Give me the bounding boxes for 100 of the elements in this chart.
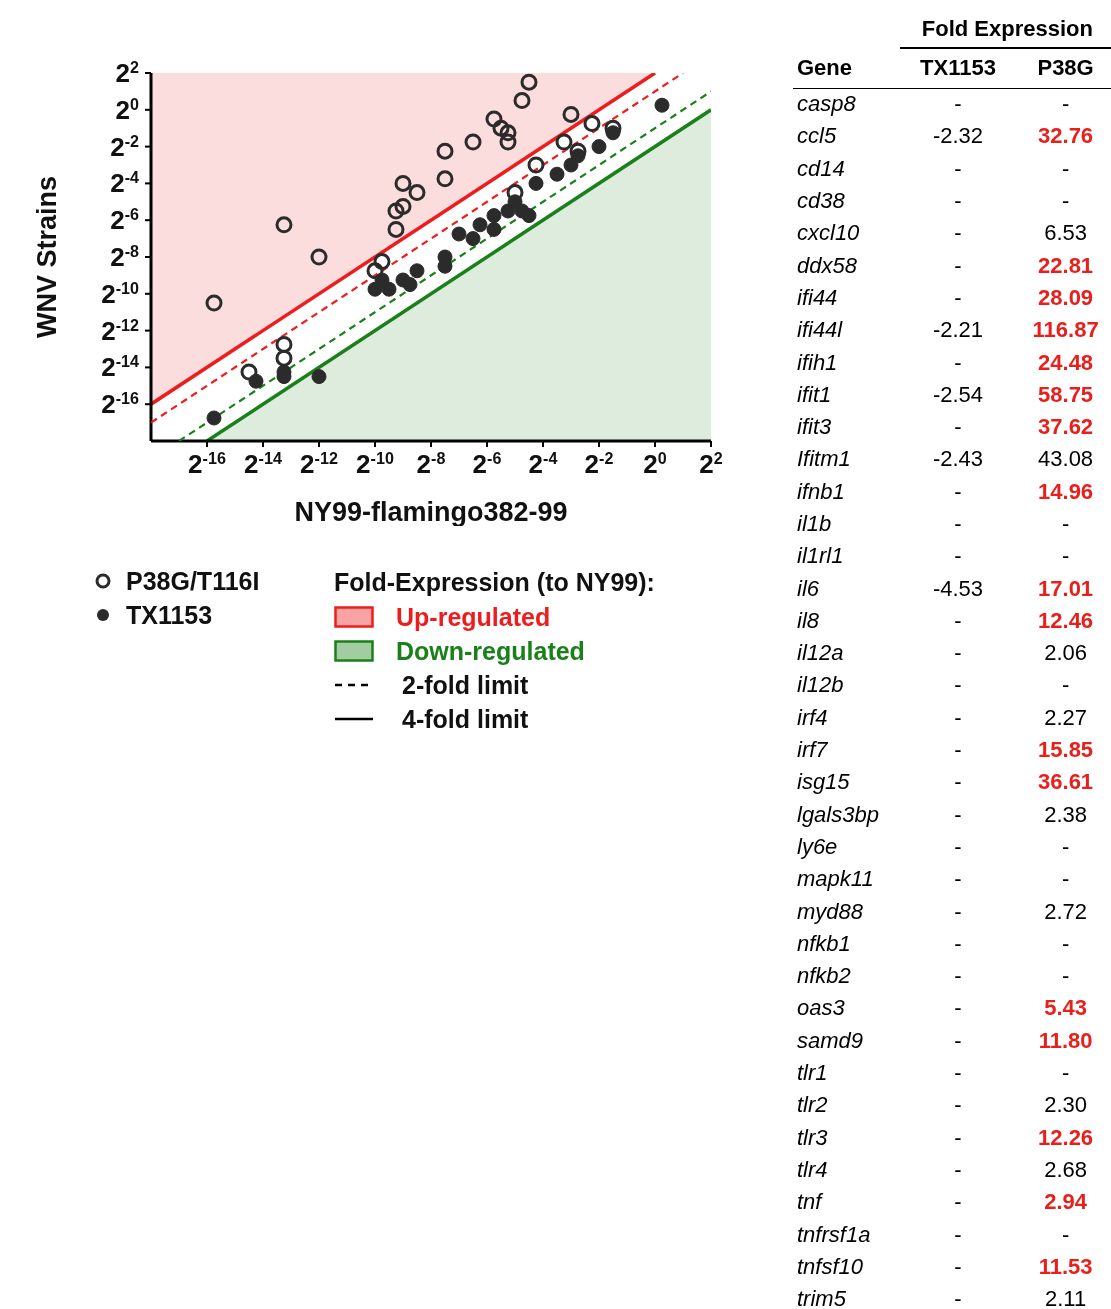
data-label: -2.32 (931, 122, 985, 151)
y-axis-title: WNV Strains (31, 175, 62, 339)
x-tick-label: 2$^{-8}$ (416, 449, 446, 479)
data-label: - (953, 736, 963, 765)
y-tick-label: 2$^{-12}$ (101, 315, 140, 346)
text: 4-fold limit (402, 704, 529, 734)
data-label: - (1060, 1220, 1071, 1249)
data-label: 116.87 (1031, 316, 1100, 345)
data-label: - (953, 832, 963, 861)
data-label: 6.53 (1043, 219, 1088, 248)
category-label: ifit3 (796, 413, 833, 442)
data-label: 2.06 (1043, 639, 1088, 668)
category-label: myd88 (796, 897, 865, 926)
category-label: cd38 (796, 187, 846, 216)
data-label: - (953, 800, 963, 829)
data-label: -2.54 (931, 380, 985, 409)
category-label: tlr3 (796, 1123, 829, 1152)
data-label: - (1060, 865, 1071, 894)
y-tick-label: 2$^{-6}$ (110, 205, 140, 236)
x-tick-label: 2$^{2}$ (699, 449, 723, 479)
data-label: - (953, 1091, 963, 1120)
category-label: Ifitm1 (796, 445, 852, 474)
data-label: 2.38 (1043, 800, 1088, 829)
data-label: - (953, 1188, 963, 1217)
data-label: - (953, 768, 963, 797)
x-tick-label: 2$^{0}$ (643, 449, 667, 479)
data-label: 2.27 (1043, 703, 1088, 732)
data-label: - (1060, 929, 1071, 958)
category-label: irf7 (796, 736, 829, 765)
data-label: 2.94 (1043, 1188, 1088, 1217)
category-label: il12a (796, 639, 845, 668)
x-axis-title: NY99-flamingo382-99 (294, 497, 568, 527)
y-tick-label: 2$^{-8}$ (110, 242, 140, 272)
data-label: 24.48 (1037, 348, 1095, 377)
x-tick-label: 2$^{-4}$ (528, 449, 558, 479)
category-label: cxcl10 (796, 219, 861, 248)
data-label: - (953, 1284, 963, 1309)
data-label: 28.09 (1037, 283, 1095, 312)
legend-label: P38G/T116I (126, 566, 260, 596)
category-label: ddx58 (796, 251, 858, 280)
data-label: - (953, 865, 963, 894)
data-label: -4.53 (931, 574, 985, 603)
category-label: il1rl1 (796, 542, 845, 571)
category-label: oas3 (796, 994, 846, 1023)
category-label: ifih1 (796, 348, 839, 377)
category-label: il1b (796, 510, 833, 538)
y-tick-label: 2$^{-4}$ (110, 168, 140, 199)
data-label: - (953, 154, 963, 183)
data-label: - (1060, 832, 1071, 861)
category-label: ifi44l (796, 316, 844, 345)
data-label: 17.01 (1037, 574, 1095, 603)
data-label: 43.08 (1037, 445, 1095, 474)
legend-title: Fold-Expression (to NY99): (334, 566, 655, 598)
data-label: - (953, 187, 963, 216)
data-label: 12.26 (1037, 1123, 1095, 1152)
y-tick-label: 2$^{-2}$ (110, 131, 140, 162)
category-label: il6 (796, 574, 820, 603)
data-label: - (1060, 962, 1071, 991)
category-label: il12b (796, 671, 845, 700)
data-label: - (953, 90, 963, 119)
data-label: - (953, 1252, 963, 1281)
data-label: - (953, 219, 963, 248)
data-label: - (953, 639, 963, 668)
data-label: - (953, 962, 963, 991)
legend-label: TX1153 (126, 600, 213, 630)
data-label: - (953, 477, 963, 506)
y-tick-label: 2$^{0}$ (115, 94, 140, 125)
data-label: -2.43 (931, 445, 985, 474)
legend-label: Down-regulated (396, 636, 585, 666)
data-label: - (953, 510, 963, 538)
data-label: - (1060, 187, 1071, 216)
legend-label: TX1153 (899, 48, 1017, 88)
data-label: - (953, 283, 963, 312)
data-label: - (953, 994, 963, 1023)
data-label: 22.81 (1037, 251, 1095, 280)
data-label: 11.53 (1037, 1252, 1094, 1281)
y-tick-label: 2$^{-10}$ (101, 278, 140, 309)
text: Gene (793, 48, 900, 88)
x-tick-label: 2$^{-12}$ (300, 449, 338, 479)
data-label: 2.72 (1043, 897, 1088, 926)
x-tick-label: 2$^{-10}$ (356, 449, 394, 479)
data-label: - (1060, 542, 1071, 571)
data-label: 5.43 (1043, 994, 1088, 1023)
data-label: 12.46 (1037, 606, 1095, 635)
data-label: 14.96 (1037, 477, 1095, 506)
data-label: 37.62 (1037, 413, 1095, 442)
x-tick-label: 2$^{-14}$ (244, 449, 282, 479)
data-label: - (953, 542, 963, 571)
category-label: nfkb2 (796, 962, 852, 991)
data-label: - (953, 606, 963, 635)
category-label: mapk11 (796, 865, 875, 894)
data-label: -2.21 (931, 316, 985, 345)
y-tick-label: 2$^{-14}$ (101, 352, 140, 383)
data-label: - (953, 413, 963, 442)
data-label: 2.68 (1043, 1155, 1088, 1184)
data-label: 2.30 (1043, 1091, 1088, 1120)
data-label: - (1060, 1059, 1071, 1088)
data-label: - (953, 897, 963, 926)
legend-label: P38G (1016, 48, 1111, 88)
category-label: tlr1 (796, 1059, 829, 1088)
